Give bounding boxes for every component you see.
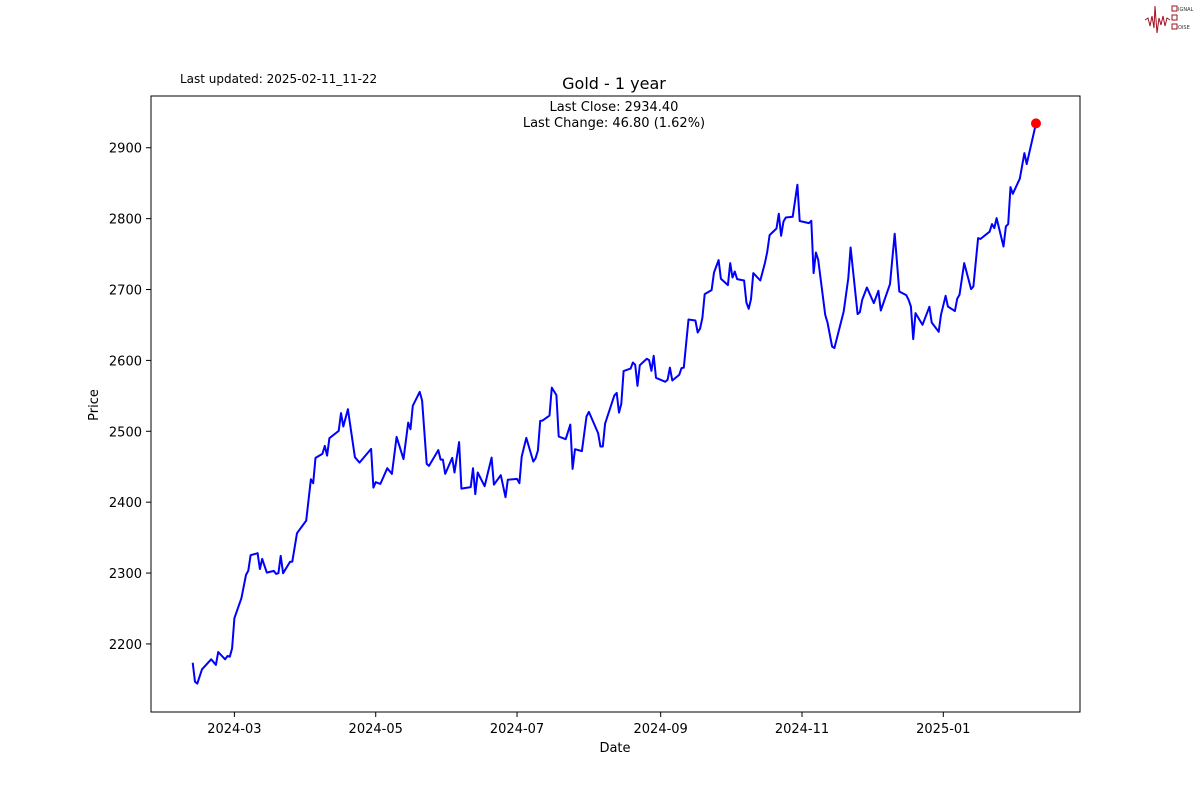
gold-price-line: [191, 123, 1037, 685]
logo-noise-text: OISE: [1178, 25, 1190, 31]
plot-area: [150, 95, 1081, 713]
logo-waveform-icon: [1144, 5, 1171, 34]
logo-box-s: [1171, 5, 1178, 12]
y-tick-label: 2400: [109, 496, 142, 511]
chart-title: Gold - 1 year: [562, 74, 666, 93]
logo-box-n: [1171, 23, 1178, 30]
x-axis-ticks: 2024-03 2024-05 2024-07 2024-09 2024-11 2025-…: [207, 712, 970, 737]
y-axis-ticks: 2200 2300 2400 2500 2600 2700 2800 2900: [109, 142, 151, 653]
last-change-annotation: Last Change: 46.80 (1.62%): [523, 116, 705, 131]
x-axis-label: Date: [599, 741, 630, 756]
last-close-marker: [1030, 118, 1041, 129]
y-tick-label: 2700: [109, 284, 142, 299]
logo-signal-text: IGNAL: [1178, 7, 1194, 13]
x-tick-label: 2024-11: [775, 722, 829, 737]
y-tick-label: 2200: [109, 638, 142, 653]
y-tick-label: 2600: [109, 354, 142, 369]
x-tick-label: 2024-03: [207, 722, 261, 737]
y-tick-label: 2800: [109, 213, 142, 228]
x-tick-label: 2024-05: [349, 722, 403, 737]
last-updated-label: Last updated: 2025-02-11_11-22: [180, 72, 377, 86]
signal-2-noise-logo: IGNAL OISE: [1144, 5, 1194, 34]
logo-box-2: [1171, 14, 1178, 21]
y-axis-label: Price: [87, 389, 102, 421]
y-tick-label: 2500: [109, 425, 142, 440]
x-tick-label: 2024-09: [634, 722, 688, 737]
y-tick-label: 2900: [109, 142, 142, 157]
y-tick-label: 2300: [109, 567, 142, 582]
x-tick-label: 2024-07: [490, 722, 544, 737]
last-close-annotation: Last Close: 2934.40: [550, 100, 679, 115]
x-tick-label: 2025-01: [916, 722, 970, 737]
